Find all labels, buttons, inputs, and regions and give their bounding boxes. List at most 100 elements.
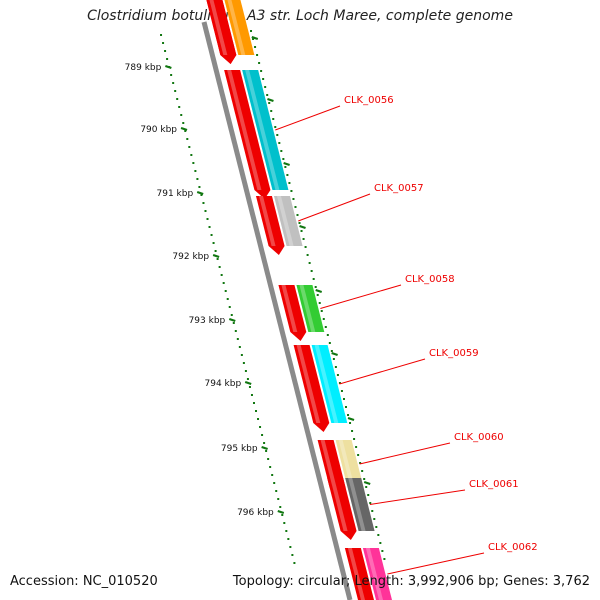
- ruler-dot: [240, 354, 243, 356]
- gene-label: CLK_0058: [405, 274, 455, 285]
- cds-dot: [254, 46, 257, 48]
- cds-dot: [347, 414, 350, 416]
- strand-arrow: [344, 548, 375, 600]
- gene-box: [224, 0, 255, 55]
- cds-dot: [292, 198, 295, 200]
- strand-arrow-body: [206, 0, 237, 64]
- ruler-tick-label: 791 kbp: [157, 189, 194, 199]
- cds-dot: [310, 270, 313, 272]
- strand-arrow: [206, 0, 237, 64]
- ruler-dot: [232, 322, 235, 324]
- cds-dot: [332, 358, 335, 360]
- ruler-dot: [289, 546, 292, 548]
- cds-dot: [322, 318, 325, 320]
- ruler-dot: [160, 34, 163, 36]
- strand-arrow-highlight: [347, 548, 366, 600]
- cds-dot: [298, 222, 301, 224]
- strand-arrow-body: [224, 70, 271, 199]
- cds-dot: [328, 342, 331, 344]
- ruler-dot: [275, 490, 278, 492]
- ruler-dot: [267, 458, 270, 460]
- cds-dot: [312, 278, 315, 280]
- ruler-dot: [222, 282, 225, 284]
- cds-dot: [344, 406, 347, 408]
- cds-dot: [264, 86, 267, 88]
- gene-box-body: [335, 440, 364, 488]
- ruler-dot: [285, 530, 288, 532]
- page-title: Clostridium botulinum A3 str. Loch Maree…: [87, 8, 513, 24]
- strand-arrow: [255, 196, 285, 255]
- gene-track: [206, 0, 393, 600]
- cds-minor-ticks: [250, 30, 386, 560]
- ruler-dot: [252, 402, 255, 404]
- cds-dot: [300, 230, 303, 232]
- cds-dot: [365, 486, 368, 488]
- cds-dot: [270, 110, 273, 112]
- ruler-dot: [271, 474, 274, 476]
- strand-arrow: [327, 478, 357, 540]
- cds-dot: [324, 326, 327, 328]
- cds-dot: [383, 558, 386, 560]
- ruler-dot: [220, 274, 223, 276]
- cds-dot: [302, 238, 305, 240]
- gene-callout-line: [387, 552, 485, 575]
- ruler-dot: [261, 434, 264, 436]
- cds-dot: [340, 390, 343, 392]
- ruler-dot: [202, 202, 205, 204]
- ruler-major-tick: [261, 445, 268, 451]
- cds-dot: [349, 422, 352, 424]
- cds-dot: [357, 454, 360, 456]
- cds-major-tick: [299, 224, 306, 230]
- cds-dot: [284, 166, 287, 168]
- ruler-dot: [259, 426, 262, 428]
- gene-box: [335, 440, 364, 488]
- cds-dot: [318, 302, 321, 304]
- gene-label: CLK_0062: [488, 542, 538, 553]
- cds-dot: [260, 70, 263, 72]
- gene-box-body: [224, 0, 255, 55]
- cds-dot: [361, 470, 364, 472]
- ruler-dot: [170, 74, 173, 76]
- ruler-minor-ticks: [160, 34, 296, 564]
- ruler-tick-label: 796 kbp: [237, 508, 274, 518]
- ruler-major-tick: [212, 253, 220, 259]
- cds-dot: [377, 534, 380, 536]
- ruler-dot: [234, 330, 237, 332]
- ruler-dot: [218, 266, 221, 268]
- cds-dot: [379, 542, 382, 544]
- cds-dot: [288, 182, 291, 184]
- ruler-major-tick: [165, 64, 172, 70]
- ruler-dot: [194, 170, 197, 172]
- strand-arrow-highlight: [281, 285, 298, 332]
- gene-box-highlight: [227, 0, 246, 55]
- ruler-dot: [206, 218, 209, 220]
- cds-dot: [252, 38, 255, 40]
- cds-dot: [316, 294, 319, 296]
- cds-dot: [276, 134, 279, 136]
- ruler-tick-label: 790 kbp: [140, 125, 177, 135]
- ruler-dot: [176, 98, 179, 100]
- gene-box-highlight: [338, 440, 355, 488]
- ruler-tick-label: 793 kbp: [189, 316, 226, 326]
- gene-callout-line: [275, 105, 341, 131]
- cds-dot: [282, 158, 285, 160]
- gene-box: [296, 285, 325, 332]
- ruler-dot: [162, 42, 165, 44]
- gene-callout-line: [339, 358, 426, 385]
- ruler-dot: [198, 186, 201, 188]
- cds-dot: [367, 494, 370, 496]
- cds-dot: [330, 350, 333, 352]
- gene-box-highlight: [276, 196, 294, 246]
- gene-callout-line: [359, 442, 451, 465]
- cds-dot: [363, 478, 366, 480]
- ruler-dot: [210, 234, 213, 236]
- cds-dot: [369, 502, 372, 504]
- cds-dot: [272, 118, 275, 120]
- cds-dot: [294, 206, 297, 208]
- cds-major-ticks: [251, 35, 371, 486]
- ruler-tick-label: 789 kbp: [125, 63, 162, 73]
- gene-callouts: CLK_0056 CLK_0057 CLK_0058 CLK_0059 CLK_0060…: [275, 95, 538, 575]
- ruler-dot: [208, 226, 211, 228]
- ruler-tick-label: 792 kbp: [172, 252, 209, 262]
